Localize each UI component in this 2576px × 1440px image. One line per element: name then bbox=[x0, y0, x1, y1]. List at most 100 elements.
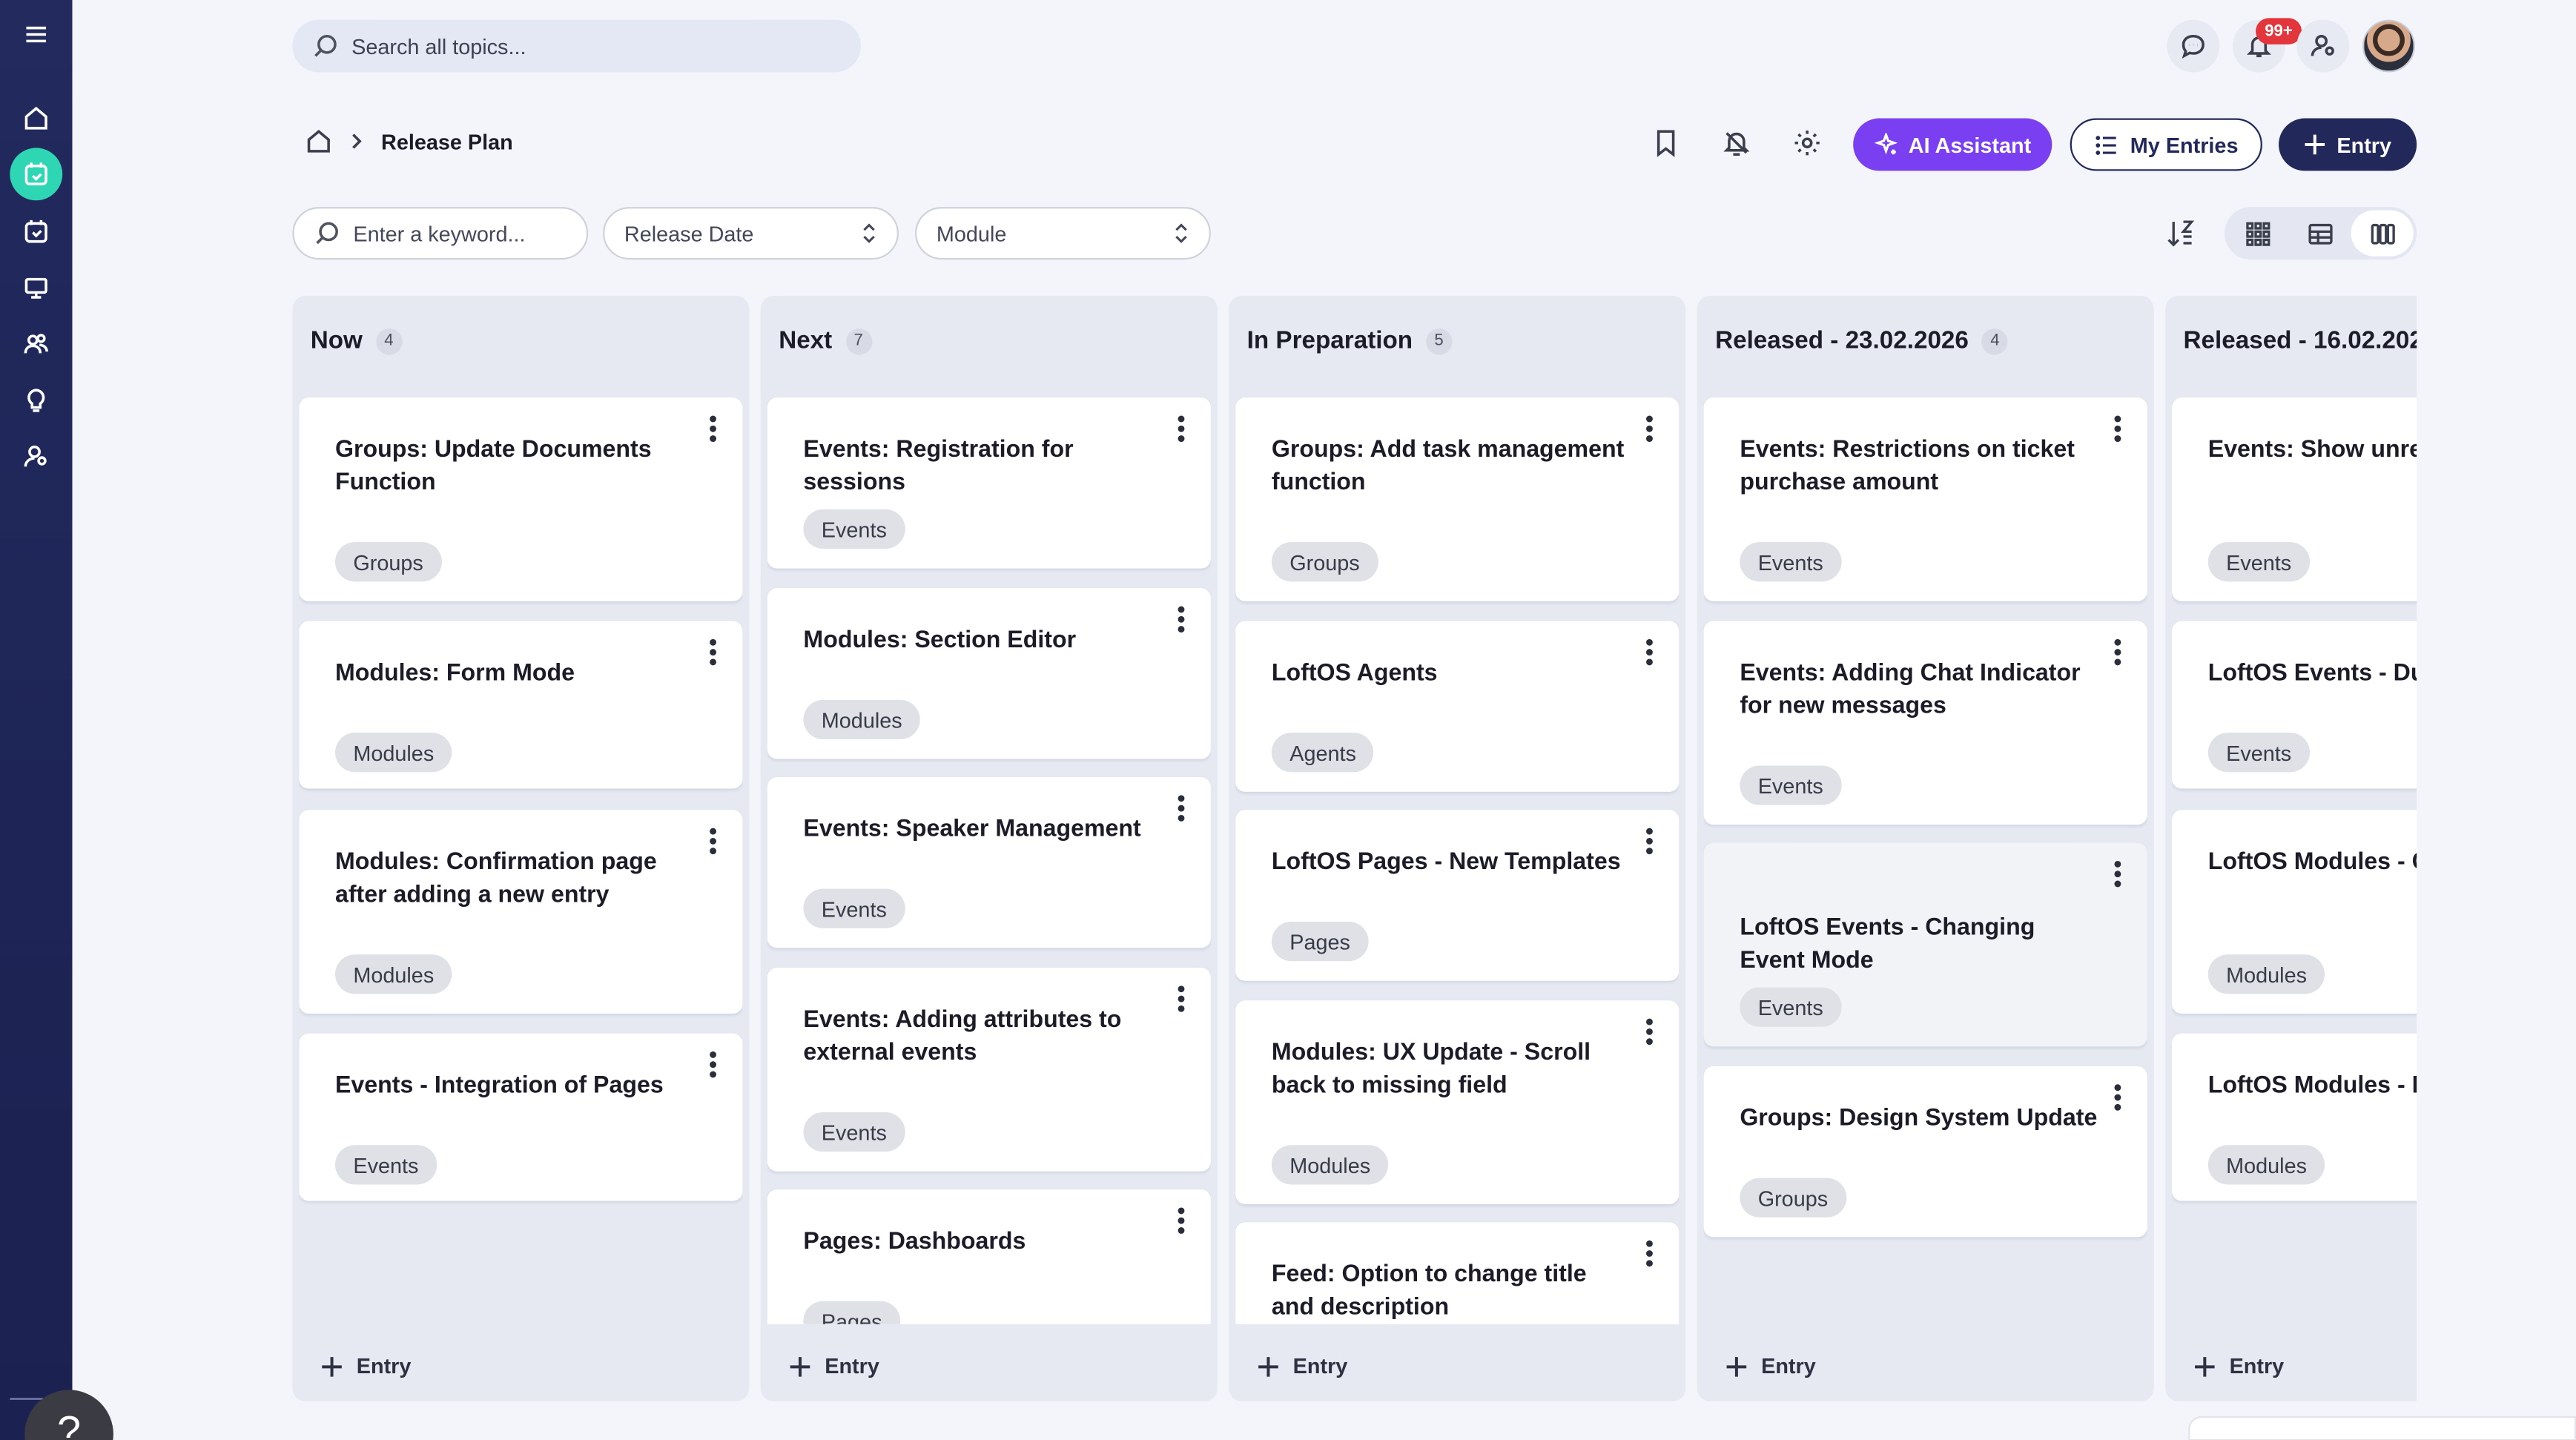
column-add-entry-button[interactable]: Entry bbox=[2193, 1354, 2284, 1378]
card-title: Events: Show unread users bbox=[2207, 437, 2417, 463]
more-options-icon[interactable] bbox=[708, 828, 718, 855]
more-options-icon[interactable] bbox=[1645, 1240, 1654, 1267]
more-options-icon[interactable] bbox=[1645, 828, 1654, 855]
entry-card[interactable]: Events: Restrictions on ticket purchase … bbox=[1703, 397, 2147, 601]
entry-card[interactable]: Modules: Section Editor Modules bbox=[767, 588, 1211, 759]
column-header: Next 7 bbox=[779, 326, 872, 355]
release-date-select[interactable]: Release Date bbox=[603, 207, 899, 260]
more-options-icon[interactable] bbox=[1176, 985, 1186, 1012]
entry-card[interactable]: Events: Show unread users Events bbox=[2172, 397, 2417, 601]
card-title: Feed: Option to change title and descrip… bbox=[1271, 1261, 1587, 1321]
entry-card[interactable]: Groups: Add task management function Grou… bbox=[1235, 397, 1680, 601]
groups-nav-icon[interactable] bbox=[10, 317, 62, 370]
ai-assistant-button[interactable]: AI Assistant bbox=[1853, 118, 2052, 171]
board-view-button[interactable] bbox=[2351, 210, 2414, 257]
column-add-entry-button[interactable]: Entry bbox=[1257, 1354, 1347, 1378]
entry-card[interactable]: LoftOS Agents Agents bbox=[1235, 621, 1680, 792]
column-title: Now bbox=[310, 326, 363, 355]
ideas-nav-icon[interactable] bbox=[10, 374, 62, 427]
screen-nav-icon[interactable] bbox=[10, 261, 62, 314]
kanban-icon bbox=[2370, 222, 2395, 244]
more-options-icon[interactable] bbox=[1176, 795, 1186, 822]
card-tag: Modules bbox=[803, 699, 921, 740]
card-title: Modules: Form Mode bbox=[334, 660, 575, 687]
chat-button[interactable] bbox=[2167, 19, 2220, 73]
entry-card[interactable]: LoftOS Pages - New Templates Pages bbox=[1235, 810, 1680, 981]
more-options-icon[interactable] bbox=[1645, 638, 1654, 666]
card-title: Events: Adding Chat Indicator for new me… bbox=[1740, 660, 2081, 720]
column-title: Released - 16.02.2026 bbox=[2183, 326, 2417, 355]
column-add-entry-button[interactable]: Entry bbox=[320, 1354, 411, 1378]
card-title: Events: Restrictions on ticket purchase … bbox=[1740, 437, 2075, 497]
plus-icon bbox=[2305, 134, 2325, 155]
breadcrumb: Release Plan bbox=[306, 128, 513, 154]
entry-card[interactable]: LoftOS Modules - I Modules bbox=[2172, 1033, 2417, 1201]
entry-card[interactable]: Events - Integration of Pages Events bbox=[299, 1033, 743, 1201]
entry-card[interactable]: Events: Adding Chat Indicator for new me… bbox=[1703, 621, 2147, 825]
more-options-icon[interactable] bbox=[2113, 860, 2122, 888]
menu-icon[interactable] bbox=[10, 8, 62, 61]
entry-card[interactable]: Feed: Option to change title and descrip… bbox=[1235, 1222, 1680, 1324]
card-title: Events: Registration for sessions bbox=[803, 437, 1074, 497]
entry-card[interactable]: Pages: Dashboards Pages bbox=[767, 1189, 1211, 1324]
entry-card[interactable]: LoftOS Events - Du Events bbox=[2172, 621, 2417, 789]
table-view-button[interactable] bbox=[2290, 211, 2351, 257]
list-icon bbox=[2095, 135, 2116, 154]
more-options-icon[interactable] bbox=[2113, 638, 2122, 666]
bookmark-icon[interactable] bbox=[1651, 128, 1681, 158]
column-add-entry-label: Entry bbox=[825, 1353, 879, 1378]
more-options-icon[interactable] bbox=[2113, 415, 2122, 442]
column-add-entry-button[interactable]: Entry bbox=[788, 1354, 879, 1378]
more-options-icon[interactable] bbox=[708, 1051, 718, 1078]
user-settings-nav-icon[interactable] bbox=[10, 430, 62, 483]
avatar[interactable] bbox=[2362, 19, 2415, 73]
entry-card[interactable]: Events: Adding attributes to external ev… bbox=[767, 967, 1211, 1172]
entry-card[interactable]: Events: Speaker Management Events bbox=[767, 776, 1211, 948]
more-options-icon[interactable] bbox=[1645, 1018, 1654, 1046]
keyword-filter-placeholder: Enter a keyword... bbox=[353, 220, 526, 246]
kanban-board: Now 4 Groups: Update Documents Function Gro… bbox=[292, 295, 2417, 1401]
entry-card[interactable]: Groups: Update Documents Function Groups bbox=[299, 397, 743, 601]
home-icon[interactable] bbox=[306, 128, 331, 154]
entry-card[interactable]: LoftOS Events - Changing Event Mode Event… bbox=[1703, 842, 2147, 1047]
account-button[interactable] bbox=[2296, 19, 2350, 73]
column-add-entry-button[interactable]: Entry bbox=[1725, 1354, 1816, 1378]
home-nav-icon[interactable] bbox=[10, 92, 62, 145]
entry-card[interactable]: Modules: Confirmation page after adding … bbox=[299, 810, 743, 1014]
card-tag: Events bbox=[334, 1145, 437, 1185]
card-title: LoftOS Events - Du bbox=[2207, 660, 2417, 687]
column-header: Released - 23.02.2026 4 bbox=[1715, 327, 2009, 355]
keyword-filter-input[interactable]: Enter a keyword... bbox=[292, 207, 589, 260]
more-options-icon[interactable] bbox=[708, 638, 718, 666]
events-nav-icon[interactable] bbox=[10, 205, 62, 258]
column-title: Next bbox=[779, 326, 833, 355]
more-options-icon[interactable] bbox=[708, 415, 718, 442]
global-search[interactable]: Search all topics... bbox=[292, 19, 861, 73]
column-count: 5 bbox=[1425, 328, 1453, 354]
entry-card[interactable]: Modules: Form Mode Modules bbox=[299, 621, 743, 789]
calendar-nav-icon[interactable] bbox=[10, 148, 63, 201]
more-options-icon[interactable] bbox=[1176, 415, 1186, 442]
my-entries-button[interactable]: My Entries bbox=[2070, 118, 2262, 171]
grid-view-button[interactable] bbox=[2227, 211, 2289, 257]
more-options-icon[interactable] bbox=[1645, 415, 1654, 442]
card-tag: Modules bbox=[334, 954, 452, 994]
entry-card[interactable]: Groups: Design System Update Groups bbox=[1703, 1066, 2147, 1238]
add-entry-button[interactable]: Entry bbox=[2279, 118, 2417, 171]
entry-card[interactable]: LoftOS Modules - Component Modules bbox=[2172, 810, 2417, 1014]
sort-az-icon[interactable] bbox=[2165, 217, 2198, 249]
gear-icon[interactable] bbox=[1792, 128, 1822, 158]
entry-card[interactable]: Modules: UX Update - Scroll back to miss… bbox=[1235, 1000, 1680, 1205]
column-count: 4 bbox=[1981, 328, 2009, 354]
more-options-icon[interactable] bbox=[2113, 1084, 2122, 1111]
card-tag: Pages bbox=[1271, 921, 1369, 962]
plus-icon bbox=[322, 1355, 342, 1376]
module-select[interactable]: Module bbox=[915, 207, 1211, 260]
notifications-off-icon[interactable] bbox=[1722, 128, 1751, 158]
column-add-entry-label: Entry bbox=[2229, 1353, 2285, 1378]
help-label: ? bbox=[57, 1406, 82, 1440]
more-options-icon[interactable] bbox=[1176, 606, 1186, 633]
more-options-icon[interactable] bbox=[1176, 1207, 1186, 1234]
entry-card[interactable]: Events: Registration for sessions Events bbox=[767, 397, 1211, 569]
